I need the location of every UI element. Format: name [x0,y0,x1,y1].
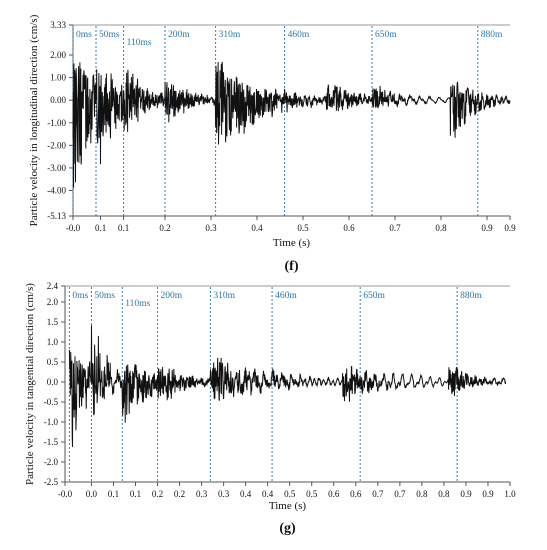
y-tick-label: -2.0 [44,457,59,467]
y-tick-label: -5.13 [47,211,66,221]
y-tick-label: -1.5 [44,437,59,447]
delay-marker-label: 110ms [125,299,150,309]
delay-marker-label: 880m [481,30,503,40]
x-tick-label: 0.3 [196,489,208,499]
x-tick-label: 0.7 [372,489,384,499]
x-tick-label: 0.3 [205,223,217,233]
delay-marker-label: 110ms [127,38,152,48]
y-axis-title: Particle velocity in tangential directio… [24,283,36,485]
delay-marker-label: 200m [161,291,183,301]
x-tick-label: 0.3 [218,489,230,499]
delay-marker-label: 310m [219,30,241,40]
y-axis-title: Particle velocity in longitudinal direct… [28,14,40,226]
velocity-series-line [72,61,511,188]
x-tick-label: 0.1 [95,223,106,233]
delay-marker-label: 50ms [99,30,120,40]
x-tick-label: 0.4 [262,489,274,499]
delay-marker-label: 310m [213,291,235,301]
y-tick-label: 3.33 [50,20,66,30]
x-tick-label: 0.8 [416,489,428,499]
x-axis-title: Time (s) [269,500,307,512]
y-tick-label: -2.5 [44,477,59,487]
y-tick-label: -1.00 [47,118,66,128]
delay-marker-label: 880m [460,291,482,301]
x-tick-label: 0.6 [328,489,340,499]
x-tick-label: 0.5 [284,489,296,499]
y-tick-label: -4.00 [47,185,66,195]
y-tick-label: 0.0 [47,377,59,387]
x-tick-label: -0.0 [58,489,73,499]
delay-marker-label: 460m [288,30,310,40]
y-tick-label: -3.00 [47,163,66,173]
x-tick-label: 0.8 [438,489,450,499]
x-tick-label: 1.0 [504,489,516,499]
x-tick-label: 0.2 [159,223,170,233]
x-tick-label: -0.0 [66,223,81,233]
x-tick-label: 0.6 [343,223,355,233]
y-tick-label: -0.5 [44,397,59,407]
y-tick-label: -1.0 [44,417,59,427]
x-tick-label: 0.8 [435,223,447,233]
y-tick-label: -2.00 [47,140,66,150]
y-tick-label: 2.00 [50,50,66,60]
y-tick-label: 1.5 [47,317,59,327]
chart-panel-g: 2.4 2.0 1.5 1.0 0.5 0.0 -0.5 -1.0 -1.5 -2.0 -2.5 -0… [24,281,516,536]
panel-label: (g) [279,521,296,536]
x-tick-label: 0.9 [460,489,472,499]
y-tick-label: 0.00 [50,95,66,105]
delay-marker-label: 0ms [76,30,92,40]
x-tick-label: 0.2 [174,489,185,499]
delay-marker-label: 650m [375,30,397,40]
x-tick-label: 0.4 [251,223,263,233]
x-tick-label: 0.4 [240,489,252,499]
x-tick-label: 0.9 [481,223,493,233]
x-tick-label: 0.7 [389,223,401,233]
x-tick-label: 0.1 [130,489,141,499]
x-axis-title: Time (s) [273,237,311,249]
y-tick-label: 1.00 [50,73,66,83]
x-tick-label: 0.7 [394,489,406,499]
x-tick-label: 0.6 [350,489,362,499]
x-tick-label: 0.9 [482,489,494,499]
delay-marker-label: 50ms [94,291,115,301]
delay-marker-label: 0ms [72,291,88,301]
x-tick-label: 0.5 [297,223,309,233]
chart-panel-f: 3.33 2.00 1.00 0.00 -1.00 -2.00 -3.00 -4.00 -5.1… [28,14,516,274]
panel-label: (f) [285,259,299,274]
velocity-series-line [68,325,507,448]
x-tick-label: 0.0 [86,489,98,499]
delay-marker-label: 650m [363,291,385,301]
y-tick-label: 1.0 [47,337,59,347]
x-tick-label: 0.1 [108,489,119,499]
x-tick-label: 0.2 [152,489,163,499]
delay-marker-label: 200m [168,30,190,40]
x-tick-label: 0.5 [306,489,318,499]
y-tick-label: 0.5 [47,357,59,367]
delay-marker-label: 460m [275,291,297,301]
y-tick-label: 2.0 [47,297,59,307]
y-tick-label: 2.4 [47,281,59,291]
x-tick-label: 0.9 [504,223,516,233]
x-tick-label: 0.1 [118,223,129,233]
